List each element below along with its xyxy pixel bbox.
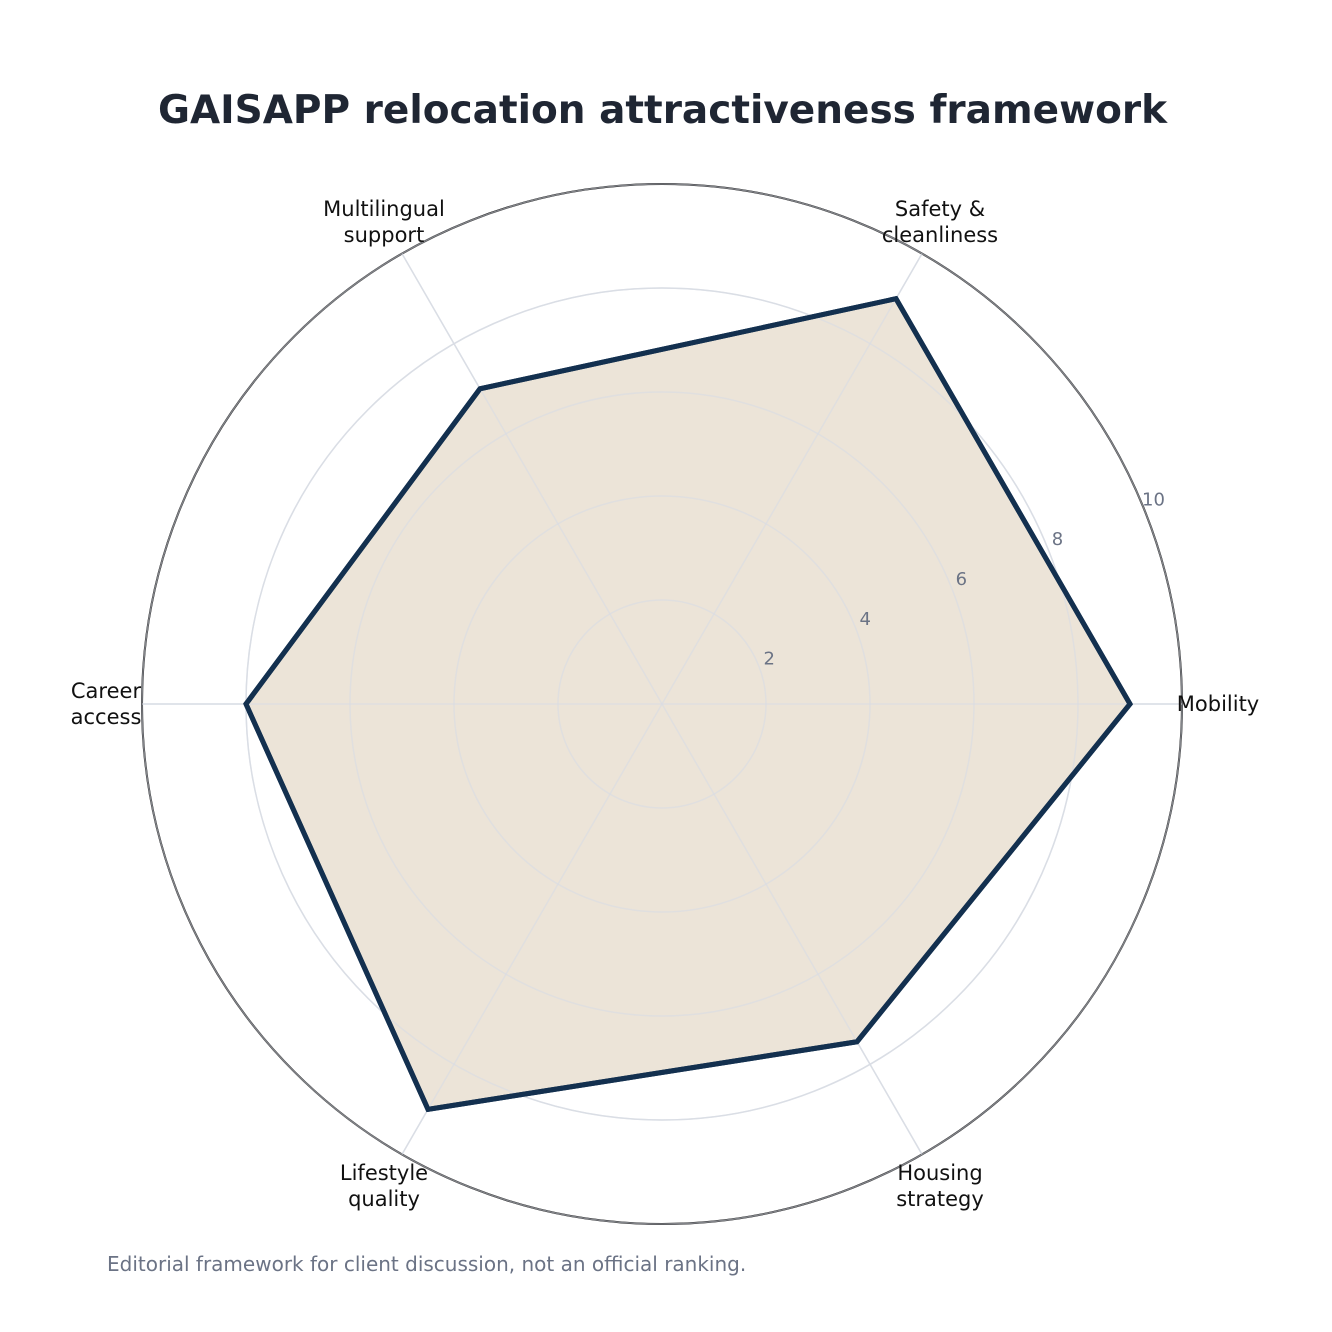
radar-outline	[243, 295, 1134, 1113]
r-tick-label: 8	[1052, 529, 1063, 550]
r-tick-label: 2	[763, 649, 774, 670]
category-label: Multilingual support	[323, 197, 445, 248]
spoke-overlay	[401, 253, 663, 705]
r-tick-label: 4	[860, 609, 871, 630]
r-tick-label: 10	[1142, 489, 1165, 510]
spoke-overlay	[401, 703, 663, 1155]
category-label: Lifestyle quality	[339, 1160, 429, 1211]
chart-title: GAISAPP relocation attractiveness framew…	[157, 88, 1168, 133]
category-label: Safety & cleanliness	[881, 197, 999, 248]
category-label: Housing strategy	[896, 1160, 984, 1211]
category-label: Mobility	[1176, 692, 1260, 716]
spoke-overlay	[661, 253, 923, 705]
spoke-overlay	[661, 703, 923, 1155]
category-label: Career access	[70, 679, 142, 729]
r-tick-label: 6	[956, 569, 967, 590]
footnote: Editorial framework for client discussio…	[107, 1252, 747, 1276]
